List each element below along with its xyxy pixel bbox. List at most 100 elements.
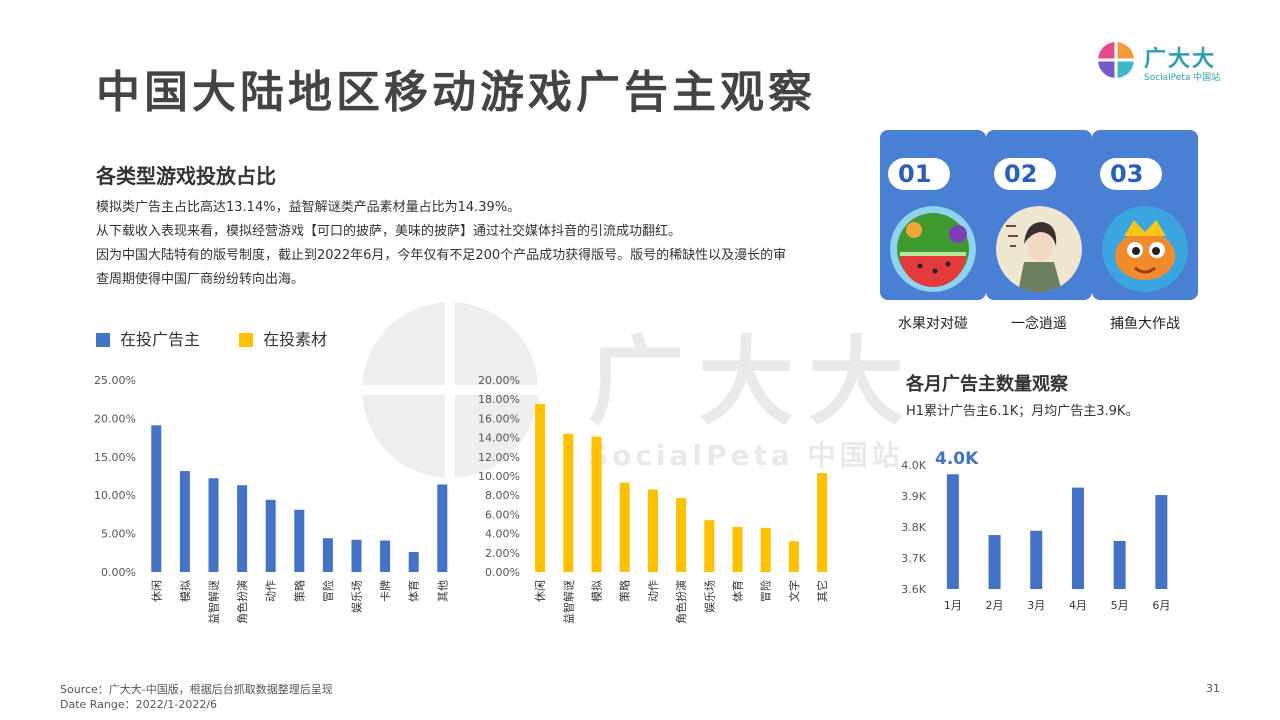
brand-logo: 广大大 SocialPeta 中国站 <box>1096 40 1236 84</box>
legend-label: 在投素材 <box>263 330 328 349</box>
bar <box>760 527 771 572</box>
x-tick-label: 4月 <box>1069 599 1087 612</box>
x-tick-label: 娱乐场 <box>350 580 364 613</box>
bar <box>619 482 630 572</box>
game-card-3[interactable]: 03 <box>1092 130 1198 300</box>
game-card-label: 捕鱼大作战 <box>1110 316 1180 332</box>
creative-share-bar-chart: 0.00% 2.00% 4.00% 6.00% 8.00% 10.00% 12.00% 14.… <box>478 374 829 624</box>
bar <box>437 484 448 572</box>
bar <box>408 552 419 572</box>
x-tick-label: 模拟 <box>178 580 192 602</box>
y-tick-label: 3.6K <box>901 583 926 596</box>
goldfish-game-icon <box>1102 206 1188 292</box>
bar <box>1155 495 1168 589</box>
x-tick-label: 1月 <box>944 599 962 612</box>
footer: Source：广大大-中国版，根据后台抓取数据整理后呈现 Date Range：… <box>60 682 333 712</box>
x-tick-label: 6月 <box>1152 599 1170 612</box>
bar <box>676 498 687 572</box>
x-tick-label: 益智解谜 <box>561 580 575 624</box>
x-tick-label: 休闲 <box>533 580 547 602</box>
bar <box>151 425 162 572</box>
bar <box>237 485 248 572</box>
y-tick-label: 6.00% <box>485 508 520 521</box>
y-tick-label: 25.00% <box>94 374 136 387</box>
x-tick-label: 角色扮演 <box>235 580 249 624</box>
section-title-monthly: 各月广告主数量观察 <box>906 374 1068 395</box>
description-line: 因为中国大陆特有的版号制度，截止到2022年6月，今年仅有不足200个产品成功获… <box>96 248 787 263</box>
x-tick-label: 休闲 <box>149 580 163 602</box>
description-line: 查周期使得中国厂商纷纷转向出海。 <box>96 272 305 287</box>
bar <box>788 541 799 572</box>
game-card-2[interactable]: 02 <box>986 130 1092 300</box>
bar <box>535 404 546 572</box>
y-tick-label: 0.00% <box>485 566 520 579</box>
section-description: 模拟类广告主占比高达13.14%，益智解谜类产品素材量占比为14.39%。 从下… <box>96 196 816 292</box>
monthly-advertiser-bar-chart: 3.6K 3.7K 3.8K 3.9K 4.0K 1月 2月 3月 4月 5月 6月 <box>901 459 1170 612</box>
bar <box>380 540 391 572</box>
bar <box>265 499 276 572</box>
x-tick-label: 3月 <box>1027 599 1045 612</box>
y-tick-label: 10.00% <box>478 470 520 483</box>
section-title-types: 各类型游戏投放占比 <box>96 164 276 188</box>
bar <box>322 538 333 572</box>
x-tick-label: 5月 <box>1111 599 1129 612</box>
x-tick-label: 2月 <box>986 599 1004 612</box>
y-tick-label: 3.7K <box>901 552 926 565</box>
bar <box>179 471 190 572</box>
xianxia-character-game-icon <box>996 206 1082 292</box>
bar <box>1071 487 1084 589</box>
bar <box>946 474 959 589</box>
game-card-label: 一念逍遥 <box>1011 316 1067 332</box>
date-range: Date Range：2022/1-2022/6 <box>60 698 218 711</box>
y-tick-label: 20.00% <box>478 374 520 387</box>
logo-name: 广大大 <box>1144 47 1217 72</box>
y-tick-label: 4.0K <box>901 459 926 472</box>
bar <box>647 489 658 572</box>
y-tick-label: 10.00% <box>94 489 136 502</box>
x-tick-label: 娱乐场 <box>702 580 716 613</box>
bar <box>1030 530 1043 589</box>
y-tick-label: 18.00% <box>478 393 520 406</box>
x-tick-label: 动作 <box>265 580 278 602</box>
x-tick-label: 动作 <box>647 580 660 602</box>
y-tick-label: 15.00% <box>94 451 136 464</box>
y-tick-label: 12.00% <box>478 451 520 464</box>
x-tick-label: 体育 <box>731 580 745 602</box>
x-tick-label: 其他 <box>436 580 449 602</box>
page-title: 中国大陆地区移动游戏广告主观察 <box>96 67 816 118</box>
bar <box>208 478 219 572</box>
game-card-label: 水果对对碰 <box>898 316 968 332</box>
game-card-1[interactable]: 01 <box>880 130 986 300</box>
x-tick-label: 益智解谜 <box>207 580 221 624</box>
x-tick-label: 策略 <box>292 580 306 602</box>
bar <box>704 520 715 572</box>
x-tick-label: 体育 <box>407 580 421 602</box>
y-tick-label: 2.00% <box>485 547 520 560</box>
y-tick-label: 0.00% <box>101 566 136 579</box>
y-tick-label: 3.9K <box>901 490 926 503</box>
y-tick-label: 4.00% <box>485 528 520 541</box>
x-tick-label: 模拟 <box>590 580 604 602</box>
bar <box>563 433 574 572</box>
monthly-description: H1累计广告主6.1K；月均广告主3.9K。 <box>906 404 1139 419</box>
logo-mark-icon <box>1098 42 1134 78</box>
legend-swatch <box>239 333 254 347</box>
card-number: 03 <box>1100 158 1162 190</box>
watermelon-game-icon <box>890 206 976 292</box>
logo-subtitle: SocialPeta 中国站 <box>1144 73 1221 83</box>
featured-games: 01 02 03 <box>880 130 1200 300</box>
y-tick-label: 14.00% <box>478 432 520 445</box>
advertiser-share-bar-chart: 0.00% 5.00% 10.00% 15.00% 20.00% 25.00% 休闲 模拟 益智… <box>94 374 449 624</box>
legend-label: 在投广告主 <box>120 330 201 349</box>
y-tick-label: 20.00% <box>94 412 136 425</box>
card-number: 02 <box>994 158 1056 190</box>
bar <box>351 539 362 572</box>
legend-item-advertisers: 在投广告主 <box>96 326 200 350</box>
bar <box>817 473 828 572</box>
x-tick-label: 文字 <box>787 580 801 602</box>
description-line: 模拟类广告主占比高达13.14%，益智解谜类产品素材量占比为14.39%。 <box>96 200 521 215</box>
x-tick-label: 冒险 <box>321 580 335 602</box>
source-note: Source：广大大-中国版，根据后台抓取数据整理后呈现 <box>60 683 333 696</box>
page-number: 31 <box>1206 682 1220 695</box>
y-tick-label: 16.00% <box>478 412 520 425</box>
